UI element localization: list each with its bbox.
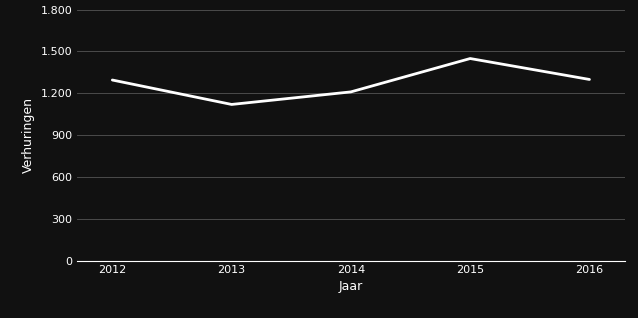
Y-axis label: Verhuringen: Verhuringen bbox=[22, 97, 35, 173]
X-axis label: Jaar: Jaar bbox=[339, 280, 363, 294]
